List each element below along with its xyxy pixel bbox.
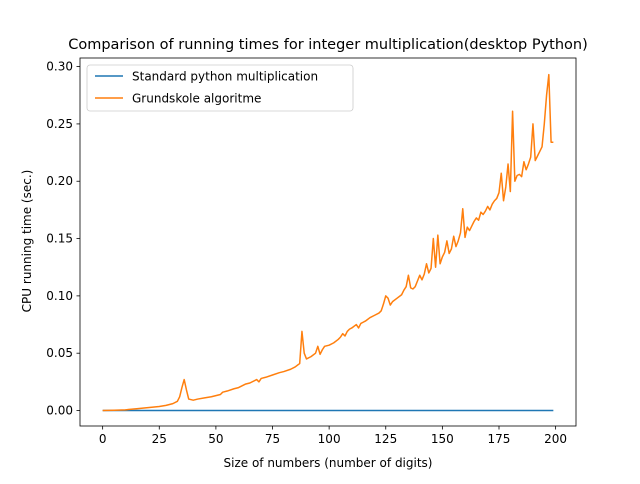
series-line-2: [102, 73, 554, 412]
x-tick-label: 200: [544, 432, 567, 446]
y-tick-label: 0.30: [46, 60, 73, 74]
x-tick-label: 150: [431, 432, 454, 446]
plot-frame: [79, 57, 577, 427]
y-axis-label: CPU running time (sec.): [20, 170, 34, 313]
x-tick-label: 100: [318, 432, 341, 446]
x-axis-label: Size of numbers (number of digits): [224, 456, 433, 470]
legend-label-1: Standard python multiplication: [132, 70, 318, 84]
x-tick-label: 75: [265, 432, 280, 446]
x-tick-label: 0: [99, 432, 107, 446]
y-tick-label: 0.25: [46, 117, 73, 131]
plot-area: 0 25 50 75 100 125 150 175 200 0.00 0.05 0.10 0.15 0.…: [46, 57, 577, 446]
y-tick-label: 0.00: [46, 404, 73, 418]
legend-box: [86, 64, 354, 112]
y-tick-label: 0.05: [46, 346, 73, 360]
x-tick-label: 25: [152, 432, 167, 446]
x-tick-label: 50: [208, 432, 223, 446]
y-tick-label: 0.10: [46, 289, 73, 303]
y-tick-label: 0.20: [46, 174, 73, 188]
y-tick-label: 0.15: [46, 232, 73, 246]
chart-title: Comparison of running times for integer …: [68, 37, 588, 53]
x-tick-label: 125: [374, 432, 397, 446]
legend-label-2: Grundskole algoritme: [132, 92, 261, 106]
x-tick-label: 175: [488, 432, 511, 446]
